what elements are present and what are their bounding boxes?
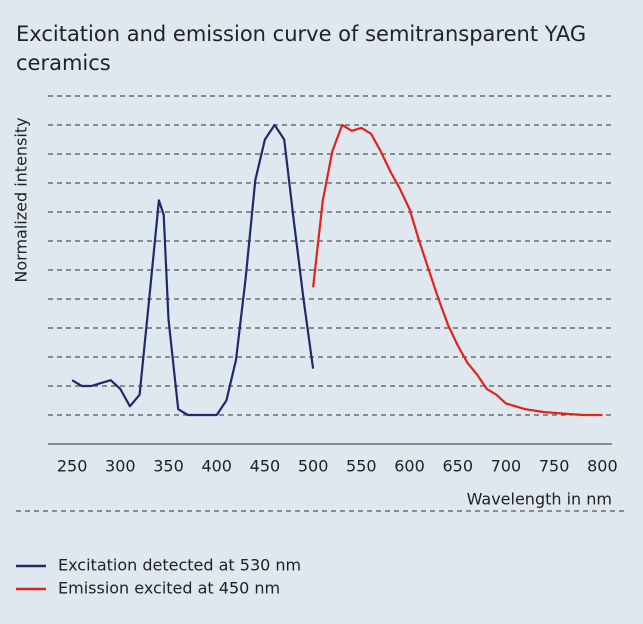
x-tick-label: 600 [394, 457, 425, 476]
legend-label: Excitation detected at 530 nm [58, 556, 301, 575]
x-tick-label: 700 [491, 457, 522, 476]
x-tick-label: 400 [201, 457, 232, 476]
x-tick-label: 250 [57, 457, 88, 476]
x-tick-label: 750 [539, 457, 570, 476]
chart-title: Excitation and emission curve of semitra… [16, 22, 587, 75]
x-tick-label: 350 [153, 457, 184, 476]
x-tick-label: 450 [250, 457, 281, 476]
y-axis-label: Normalized intensity [12, 117, 31, 282]
x-tick-label: 550 [346, 457, 377, 476]
x-tick-label: 300 [105, 457, 136, 476]
x-tick-label: 800 [587, 457, 618, 476]
series-line [312, 123, 603, 417]
legend-label: Emission excited at 450 nm [58, 579, 280, 598]
x-axis-label: Wavelength in nm [467, 490, 612, 509]
series-line [71, 123, 315, 417]
x-tick-label: 650 [442, 457, 473, 476]
x-tick-label: 500 [298, 457, 329, 476]
